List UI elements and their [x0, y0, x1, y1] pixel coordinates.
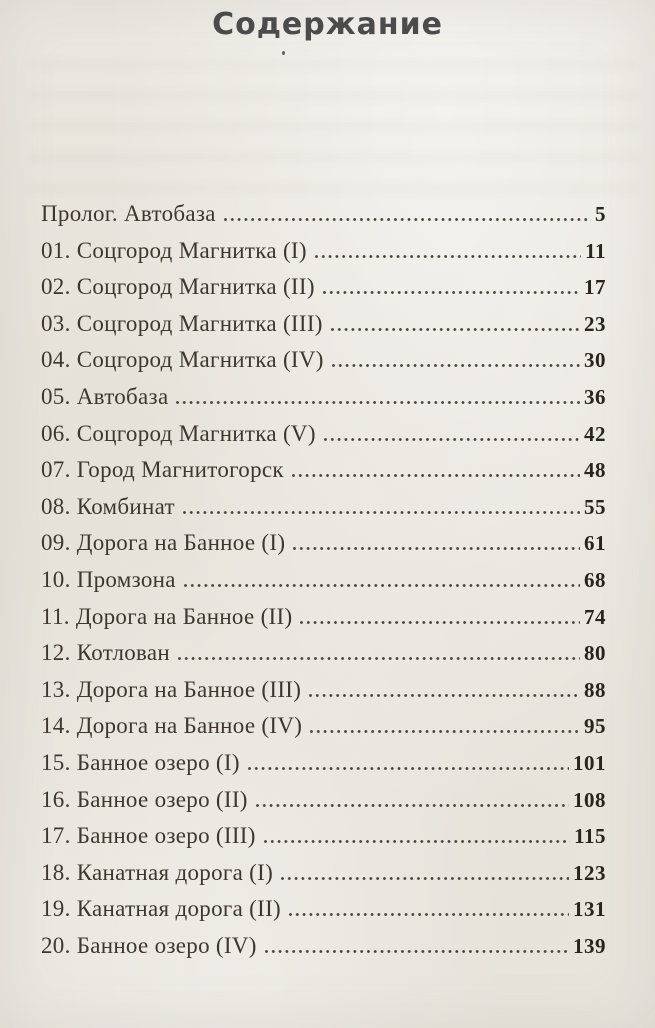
toc-entry-label: 15. Банное озеро (I)	[41, 749, 240, 775]
dot-leader	[322, 291, 580, 295]
toc-entry-page: 48	[584, 458, 606, 483]
toc-entry-page: 55	[584, 494, 606, 519]
toc-entry: 16. Банное озеро (II) 108	[41, 782, 606, 819]
dot-leader	[247, 766, 569, 770]
toc-entry-label: 11. Дорога на Банное (II)	[41, 603, 293, 629]
dot-leader	[178, 657, 580, 661]
toc-entry-page: 68	[584, 567, 606, 592]
toc-entry: Пролог. Автобаза 5	[41, 196, 606, 233]
dot-leader	[330, 327, 580, 331]
paper-speck	[282, 51, 285, 55]
toc-entry: 15. Банное озеро (I) 101	[41, 745, 606, 782]
dot-leader	[300, 620, 580, 624]
dot-leader	[255, 803, 569, 807]
dot-leader	[264, 949, 569, 953]
toc-entry-page: 131	[573, 897, 606, 922]
toc-entry: 11. Дорога на Банное (II) 74	[41, 599, 606, 636]
toc-list: Пролог. Автобаза 5 01. Соцгород Магнитка…	[41, 196, 606, 964]
toc-entry-page: 115	[574, 824, 606, 849]
toc-entry-page: 17	[584, 275, 606, 300]
toc-entry-label: 10. Промзона	[41, 566, 176, 592]
dot-leader	[314, 254, 582, 258]
dot-leader	[263, 840, 571, 844]
toc-entry: 01. Соцгород Магнитка (I) 11	[41, 233, 606, 270]
toc-entry: 07. Город Магнитогорск 48	[41, 452, 606, 489]
dot-leader	[289, 913, 569, 917]
dot-leader	[331, 364, 580, 368]
toc-entry-label: 01. Соцгород Магнитка (I)	[41, 237, 307, 263]
toc-entry: 14. Дорога на Банное (IV) 95	[41, 708, 606, 745]
toc-entry-page: 11	[585, 238, 606, 263]
toc-entry-label: 08. Комбинат	[41, 493, 175, 519]
toc-entry-label: 09. Дорога на Банное (I)	[41, 530, 286, 556]
toc-entry-label: 18. Канатная дорога (I)	[41, 859, 274, 885]
toc-entry: 19. Канатная дорога (II) 131	[41, 891, 606, 928]
toc-entry: 08. Комбинат 55	[41, 489, 606, 526]
toc-entry-page: 123	[573, 860, 606, 885]
toc-entry-label: 05. Автобаза	[41, 383, 169, 409]
toc-entry-label: 06. Соцгород Магнитка (V)	[41, 420, 316, 446]
dot-leader	[310, 730, 580, 734]
toc-entry-label: 02. Соцгород Магнитка (II)	[41, 274, 315, 300]
dot-leader	[293, 547, 580, 551]
toc-entry-label: Пролог. Автобаза	[41, 201, 216, 226]
dot-leader	[176, 400, 580, 404]
toc-entry-page: 139	[573, 933, 606, 958]
toc-entry: 09. Дорога на Банное (I) 61	[41, 525, 606, 562]
dot-leader	[223, 218, 591, 221]
toc-entry-page: 61	[584, 531, 606, 556]
toc-entry-page: 80	[584, 641, 606, 666]
toc-entry: 12. Котлован 80	[41, 635, 606, 672]
dot-leader	[281, 876, 569, 880]
toc-entry-label: 07. Город Магнитогорск	[41, 457, 284, 483]
toc-entry: 04. Соцгород Магнитка (IV) 30	[41, 342, 606, 379]
page-title: Содержание	[212, 7, 443, 42]
toc-entry-page: 88	[584, 677, 606, 702]
toc-entry-page: 74	[584, 604, 606, 629]
toc-entry-label: 16. Банное озеро (II)	[41, 786, 248, 812]
dot-leader	[291, 474, 580, 478]
toc-entry-page: 30	[584, 348, 606, 373]
dot-leader	[182, 510, 580, 514]
toc-entry-page: 108	[573, 787, 606, 812]
toc-entry: 05. Автобаза 36	[41, 379, 606, 416]
toc-entry: 20. Банное озеро (IV) 139	[41, 928, 606, 965]
toc-entry-page: 36	[584, 384, 606, 409]
dot-leader	[309, 693, 580, 697]
toc-entry-label: 20. Банное озеро (IV)	[41, 932, 257, 958]
toc-entry: 03. Соцгород Магнитка (III) 23	[41, 306, 606, 343]
toc-entry: 18. Канатная дорога (I) 123	[41, 855, 606, 892]
toc-entry-label: 13. Дорога на Банное (III)	[41, 676, 302, 702]
toc-entry-label: 03. Соцгород Магнитка (III)	[41, 310, 323, 336]
toc-entry-label: 04. Соцгород Магнитка (IV)	[41, 347, 324, 373]
toc-entry-page: 42	[584, 421, 606, 446]
bleed-through-texture	[30, 60, 637, 195]
toc-entry-label: 12. Котлован	[41, 640, 171, 666]
toc-entry-page: 5	[595, 202, 606, 226]
dot-leader	[323, 437, 580, 441]
toc-entry: 10. Промзона 68	[41, 562, 606, 599]
toc-entry-label: 17. Банное озеро (III)	[41, 823, 256, 849]
toc-entry-label: 19. Канатная дорога (II)	[41, 896, 281, 922]
toc-entry: 17. Банное озеро (III) 115	[41, 818, 606, 855]
toc-entry-label: 14. Дорога на Банное (IV)	[41, 713, 303, 739]
toc-entry: 06. Соцгород Магнитка (V) 42	[41, 416, 606, 453]
toc-entry-page: 23	[584, 311, 606, 336]
toc-entry: 02. Соцгород Магнитка (II) 17	[41, 269, 606, 306]
toc-entry-page: 95	[584, 714, 606, 739]
dot-leader	[183, 583, 580, 587]
toc-entry: 13. Дорога на Банное (III) 88	[41, 672, 606, 709]
toc-entry-page: 101	[573, 750, 606, 775]
